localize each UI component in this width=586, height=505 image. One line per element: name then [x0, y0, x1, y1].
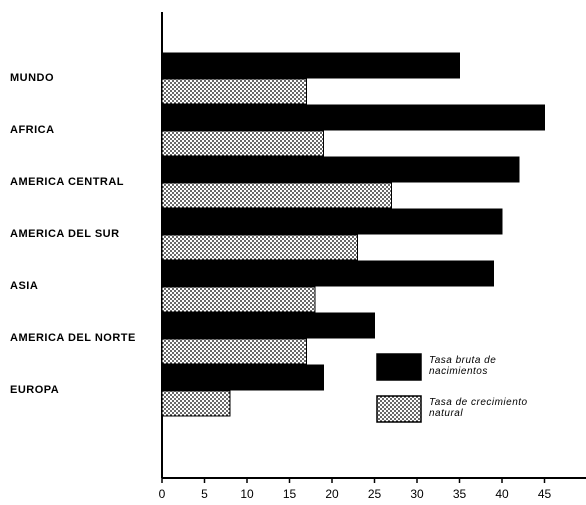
x-tick-label-0: 0 — [159, 487, 166, 501]
bars — [161, 52, 545, 417]
bar-natural-growth-1 — [161, 130, 324, 157]
category-label-4: ASIA — [10, 280, 38, 292]
bar-natural-growth-6 — [161, 390, 231, 417]
category-label-6: EUROPA — [10, 384, 59, 396]
bar-birth-rate-2 — [161, 156, 520, 183]
legend-label-0-line1: Tasa bruta de — [429, 355, 496, 366]
legend-label-0-line2: nacimientos — [429, 366, 488, 377]
bar-natural-growth-5 — [161, 338, 307, 365]
category-label-5: AMERICA DEL NORTE — [10, 332, 136, 344]
bar-birth-rate-0 — [161, 52, 460, 79]
bar-birth-rate-5 — [161, 312, 375, 339]
legend-swatch-1 — [376, 395, 422, 423]
x-tick-label-5: 25 — [368, 487, 382, 501]
category-label-3: AMERICA DEL SUR — [10, 228, 120, 240]
legend-label-1-line2: natural — [429, 408, 463, 419]
x-tick-label-7: 35 — [453, 487, 467, 501]
legend-swatch-0 — [376, 353, 422, 381]
bar-birth-rate-6 — [161, 364, 324, 391]
category-labels: MUNDO AFRICA AMERICA CENTRAL AMERICA DEL SU… — [10, 72, 136, 396]
category-label-1: AFRICA — [10, 124, 55, 136]
x-tick-label-4: 20 — [325, 487, 339, 501]
bar-natural-growth-4 — [161, 286, 316, 313]
x-tick-label-8: 40 — [495, 487, 509, 501]
bar-natural-growth-3 — [161, 234, 358, 261]
x-tick-label-6: 30 — [410, 487, 424, 501]
x-tick-label-2: 10 — [240, 487, 254, 501]
x-ticks: 0 5 10 15 20 25 30 35 40 45 — [159, 478, 552, 501]
x-tick-label-1: 5 — [201, 487, 208, 501]
bar-birth-rate-4 — [161, 260, 494, 287]
category-label-0: MUNDO — [10, 72, 54, 84]
category-label-2: AMERICA CENTRAL — [10, 176, 124, 188]
x-tick-label-9: 45 — [538, 487, 552, 501]
legend-label-1-line1: Tasa de crecimiento — [429, 397, 528, 408]
bar-natural-growth-0 — [161, 78, 307, 105]
bar-birth-rate-3 — [161, 208, 503, 235]
bar-natural-growth-2 — [161, 182, 392, 209]
bar-birth-rate-1 — [161, 104, 545, 131]
x-tick-label-3: 15 — [283, 487, 297, 501]
